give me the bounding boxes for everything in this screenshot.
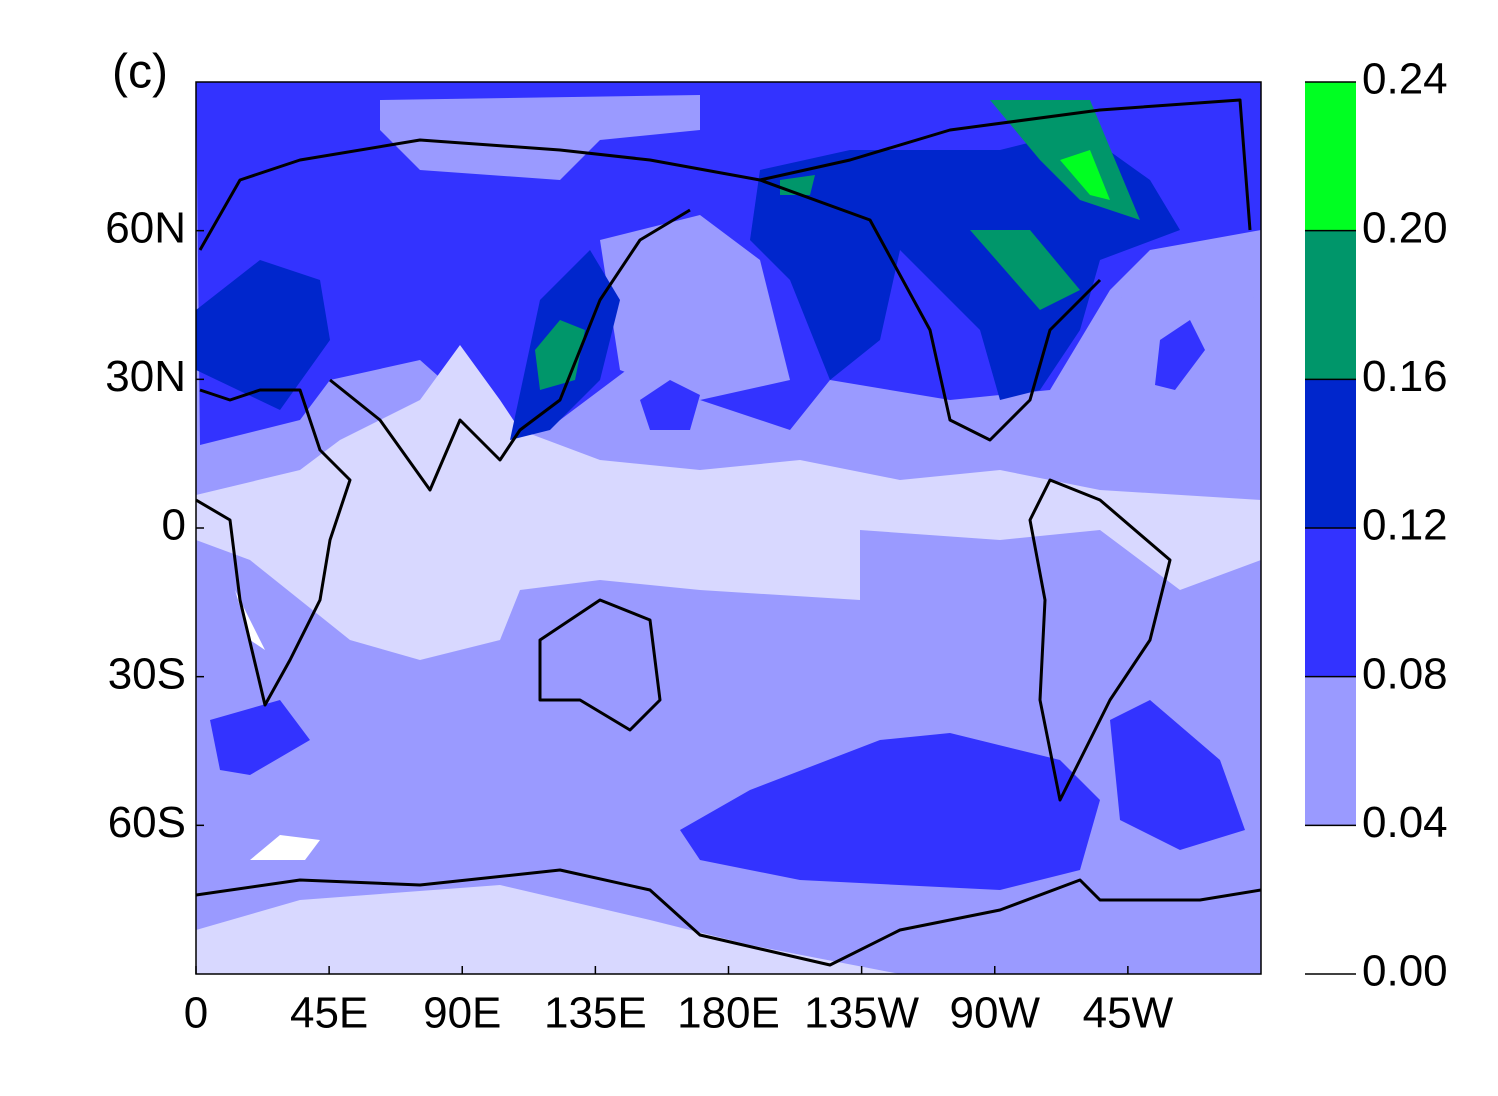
coastline bbox=[538, 598, 662, 732]
colorbar-label: 0.04 bbox=[1362, 798, 1448, 847]
x-tick-label: 90E bbox=[423, 989, 501, 1038]
y-tick-label: 30N bbox=[105, 352, 186, 401]
colorbar-band bbox=[1305, 82, 1356, 231]
x-tick-label: 45E bbox=[290, 989, 368, 1038]
coastline bbox=[196, 868, 1261, 967]
coastline bbox=[196, 388, 352, 707]
colorbar-band bbox=[1305, 528, 1356, 677]
colorbar-band bbox=[1305, 676, 1356, 826]
y-tick-label: 60N bbox=[105, 203, 186, 252]
x-tick-label: 45W bbox=[1083, 989, 1174, 1038]
colorbar-band bbox=[1305, 825, 1356, 974]
contour-region bbox=[210, 320, 1245, 890]
colorbar-label: 0.24 bbox=[1362, 55, 1448, 104]
x-tick-label: 90W bbox=[950, 989, 1041, 1038]
y-tick-label: 60S bbox=[108, 798, 186, 847]
map bbox=[196, 82, 1261, 974]
y-tick-label: 0 bbox=[162, 501, 186, 550]
colorbar-band bbox=[1305, 379, 1356, 528]
coastline bbox=[198, 98, 1252, 442]
colorbar-label: 0.08 bbox=[1362, 649, 1448, 698]
contour-region bbox=[535, 100, 1140, 390]
contour-region bbox=[380, 95, 1261, 470]
x-tick-label: 135E bbox=[544, 989, 647, 1038]
contour-region bbox=[196, 345, 1261, 974]
coastline bbox=[329, 208, 691, 492]
x-tick-label: 180E bbox=[677, 989, 780, 1038]
contour-region bbox=[1060, 150, 1110, 200]
colorbar-label: 0.20 bbox=[1362, 203, 1448, 252]
panel-label: (c) bbox=[112, 46, 168, 99]
colorbar-label: 0.16 bbox=[1362, 352, 1448, 401]
contour-region bbox=[196, 130, 1180, 440]
coastline bbox=[1028, 478, 1172, 802]
colorbar-band bbox=[1305, 230, 1356, 380]
y-tick-label: 30S bbox=[108, 649, 186, 698]
colorbar-label: 0.12 bbox=[1362, 501, 1448, 550]
x-tick-label: 0 bbox=[184, 989, 208, 1038]
colorbar-label: 0.00 bbox=[1362, 947, 1448, 996]
x-tick-label: 135W bbox=[804, 989, 919, 1038]
